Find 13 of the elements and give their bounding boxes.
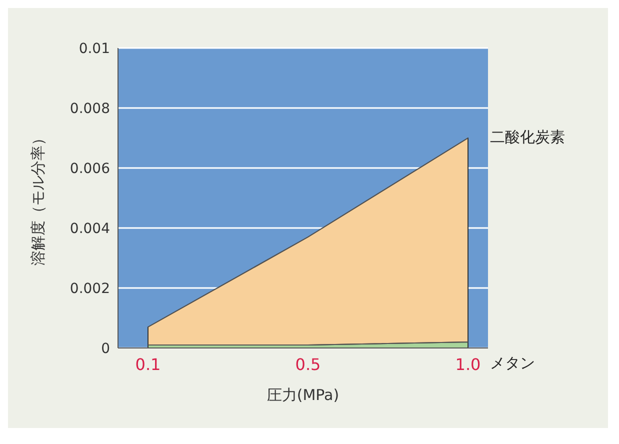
y-tick-label: 0.004 xyxy=(70,221,110,237)
y-axis-title: 溶解度（モル分率） xyxy=(29,130,47,266)
y-tick-label: 0.006 xyxy=(70,161,110,177)
x-axis-title: 圧力(MPa) xyxy=(266,386,340,404)
y-tick-label: 0.002 xyxy=(70,281,110,297)
x-tick-label: 0.1 xyxy=(135,355,161,374)
y-tick-label: 0.01 xyxy=(78,41,110,57)
x-tick-label: 1.0 xyxy=(455,355,481,374)
series-label: 二酸化炭素 xyxy=(490,128,565,146)
x-tick-label: 0.5 xyxy=(295,355,321,374)
series-label: メタン xyxy=(490,354,535,372)
y-tick-label: 0 xyxy=(101,341,110,357)
y-tick-label: 0.008 xyxy=(70,101,110,117)
